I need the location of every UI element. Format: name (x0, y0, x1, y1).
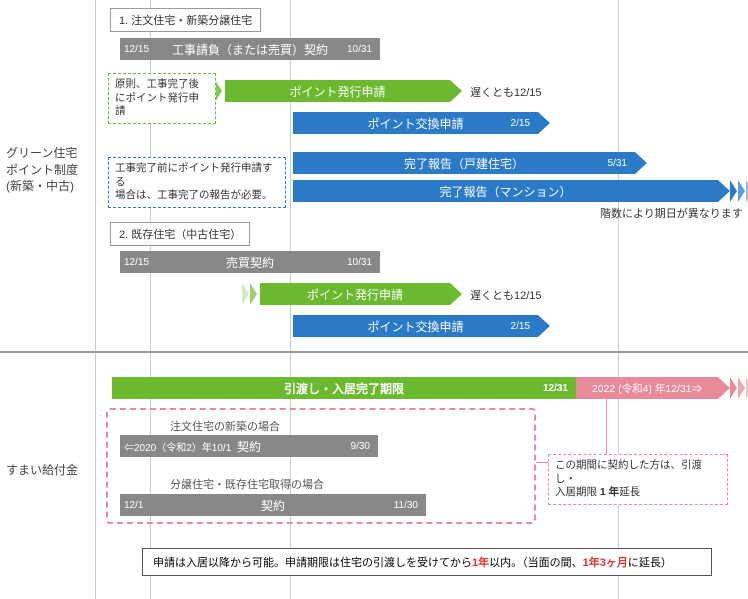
subtitle: 注文住宅の新築の場合 (170, 418, 280, 434)
side-annotation: 遅くとも12/15 (470, 84, 542, 100)
timeline-bar: 2022 (令和4) 年12/31⇒ (576, 377, 718, 399)
timeline-bar: 完了報告（戸建住宅）5/31 (293, 152, 635, 174)
timeline-bar: 売買契約12/1510/31 (120, 251, 380, 273)
footer-note: 申請は入居以降から可能。申請期限は住宅の引渡しを受けてから1年以内。（当面の間、… (142, 548, 712, 576)
heading: 1. 注文住宅・新築分譲住宅 (110, 8, 261, 32)
timeline-bar: ポイント発行申請 (225, 80, 450, 102)
side-annotation: 階数により期日が異なります (600, 205, 743, 221)
timeline-chart: グリーン住宅ポイント制度(新築・中古) すまい給付金 1. 注文住宅・新築分譲住宅 2… (0, 0, 748, 599)
timeline-bar: ポイント交換申請2/15 (293, 112, 538, 134)
callout: この期間に契約した方は、引渡し・入居期限 1 年延長 (548, 454, 728, 505)
section-label: すまい給付金 (0, 440, 95, 500)
note: 原則、工事完了後にポイント発行申請 (108, 73, 216, 124)
side-annotation: 遅くとも12/15 (470, 287, 542, 303)
timeline-bar: 引渡し・入居完了期限12/31 (112, 377, 576, 399)
timeline-bar: 完了報告（マンション） (293, 180, 718, 202)
timeline-bar: 工事請負（または売買）契約12/1510/31 (120, 38, 380, 60)
section-label: グリーン住宅ポイント制度(新築・中古) (0, 140, 95, 200)
timeline-bar: ポイント発行申請 (260, 283, 450, 305)
subtitle: 分譲住宅・既存住宅取得の場合 (170, 476, 324, 492)
timeline-bar: ポイント交換申請2/15 (293, 315, 538, 337)
note: 工事完了前にポイント発行申請する場合は、工事完了の報告が必要。 (108, 157, 286, 208)
heading: 2. 既存住宅（中古住宅） (110, 222, 250, 246)
